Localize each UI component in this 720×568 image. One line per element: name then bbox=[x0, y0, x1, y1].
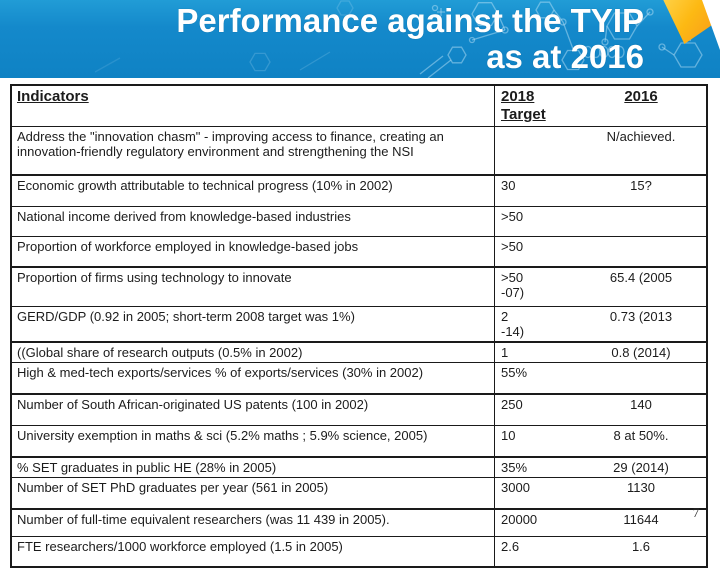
target-value: >50 bbox=[501, 209, 524, 224]
indicator-cell: National income derived from knowledge-b… bbox=[12, 207, 495, 236]
values-cell: >50 bbox=[495, 237, 706, 266]
table-row: High & med-tech exports/services % of ex… bbox=[12, 362, 706, 393]
indicator-cell: Proportion of firms using technology to … bbox=[12, 268, 495, 306]
values-cell: 2 0.73 (2013 -14) bbox=[495, 307, 706, 341]
title-banner: Performance against the TYIP as at 2016 bbox=[0, 0, 720, 78]
target-value bbox=[495, 129, 580, 144]
target-value: 1 bbox=[501, 345, 509, 360]
indicator-cell: Number of SET PhD graduates per year (56… bbox=[12, 478, 495, 508]
slide-title-line2: as at 2016 bbox=[486, 38, 644, 75]
value-2016: 1.6 bbox=[631, 539, 651, 554]
indicator-cell: High & med-tech exports/services % of ex… bbox=[12, 363, 495, 393]
target-value-line2: -07) bbox=[501, 285, 525, 300]
value-2016: 0.73 (2013 bbox=[609, 309, 673, 324]
table-row: Number of SET PhD graduates per year (56… bbox=[12, 477, 706, 508]
table-row: % SET graduates in public HE (28% in 200… bbox=[12, 456, 706, 477]
target-value: 3000 bbox=[501, 480, 530, 495]
table-row: Number of full-time equivalent researche… bbox=[12, 508, 706, 536]
table-row: Number of South African-originated US pa… bbox=[12, 393, 706, 425]
value-2016: 15? bbox=[630, 178, 652, 193]
molecule-pattern-decoration bbox=[94, 0, 703, 78]
values-cell: N/achieved. bbox=[495, 127, 706, 174]
target-value: 30 bbox=[501, 178, 516, 193]
header-values: 2018 Target 2016 bbox=[495, 86, 706, 126]
indicator-cell: Number of full-time equivalent researche… bbox=[12, 510, 495, 536]
target-value: 2 bbox=[501, 309, 509, 324]
indicator-cell: % SET graduates in public HE (28% in 200… bbox=[12, 458, 495, 477]
table-row: Economic growth attributable to technica… bbox=[12, 174, 706, 206]
value-2016: 29 (2014) bbox=[613, 460, 669, 475]
header-2016: 2016 bbox=[624, 88, 658, 105]
target-value: 10 bbox=[501, 428, 516, 443]
value-2016: 1130 bbox=[627, 480, 655, 495]
indicator-cell: Number of South African-originated US pa… bbox=[12, 395, 495, 425]
indicator-cell: GERD/GDP (0.92 in 2005; short-term 2008 … bbox=[12, 307, 495, 341]
slide-title: Performance against the TYIP as at 2016 bbox=[176, 3, 644, 75]
target-value-line2: -14) bbox=[501, 324, 525, 339]
table-row: University exemption in maths & sci (5.2… bbox=[12, 425, 706, 456]
indicator-cell: FTE researchers/1000 workforce employed … bbox=[12, 537, 495, 566]
header-indicators: Indicators bbox=[12, 86, 495, 126]
target-value: >50 bbox=[501, 239, 524, 254]
table-row: National income derived from knowledge-b… bbox=[12, 206, 706, 236]
value-2016: 65.4 (2005 bbox=[609, 270, 673, 285]
table-row: Proportion of workforce employed in know… bbox=[12, 236, 706, 266]
values-cell: 3000 1130 bbox=[495, 478, 706, 508]
indicator-cell: Economic growth attributable to technica… bbox=[12, 176, 495, 206]
values-cell: >50 65.4 (2005 -07) bbox=[495, 268, 706, 306]
value-2016 bbox=[580, 239, 702, 254]
indicators-table: Indicators 2018 Target 2016 Address the … bbox=[10, 84, 708, 568]
target-value: 2.6 bbox=[501, 539, 520, 554]
values-cell: 10 8 at 50%. bbox=[495, 426, 706, 456]
page-number: 7 bbox=[692, 505, 700, 520]
values-cell: 55% bbox=[495, 363, 706, 393]
indicator-cell: Address the "innovation chasm" - improvi… bbox=[12, 127, 495, 174]
values-cell: 250 140 bbox=[495, 395, 706, 425]
value-2016 bbox=[580, 209, 702, 224]
table-row: Proportion of firms using technology to … bbox=[12, 266, 706, 306]
values-cell: 1 0.8 (2014) bbox=[495, 343, 706, 362]
table-row: ((Global share of research outputs (0.5%… bbox=[12, 341, 706, 362]
target-value: >50 bbox=[501, 270, 524, 285]
indicator-cell: University exemption in maths & sci (5.2… bbox=[12, 426, 495, 456]
values-cell: 2.6 1.6 bbox=[495, 537, 706, 566]
table-header-row: Indicators 2018 Target 2016 bbox=[12, 86, 706, 126]
indicator-cell: ((Global share of research outputs (0.5%… bbox=[12, 343, 495, 362]
value-2016: 8 at 50%. bbox=[613, 428, 669, 443]
values-cell: 35% 29 (2014) bbox=[495, 458, 706, 477]
values-cell: 20000 11644 bbox=[495, 510, 706, 536]
target-value: 20000 bbox=[501, 512, 538, 527]
slide-title-line1: Performance against the TYIP bbox=[176, 2, 644, 39]
target-value: 250 bbox=[501, 397, 523, 412]
value-2016: 0.8 (2014) bbox=[611, 345, 671, 360]
value-2016: 11644 bbox=[623, 512, 659, 527]
value-2016: N/achieved. bbox=[606, 129, 676, 144]
target-value: 55% bbox=[501, 365, 528, 380]
table-row: Address the "innovation chasm" - improvi… bbox=[12, 126, 706, 174]
value-2016 bbox=[580, 365, 702, 380]
indicator-cell: Proportion of workforce employed in know… bbox=[12, 237, 495, 266]
table-row: FTE researchers/1000 workforce employed … bbox=[12, 536, 706, 566]
value-2016: 140 bbox=[630, 397, 652, 412]
values-cell: 30 15? bbox=[495, 176, 706, 206]
header-target: 2018 Target bbox=[501, 88, 546, 123]
target-value: 35% bbox=[501, 460, 528, 475]
values-cell: >50 bbox=[495, 207, 706, 236]
table-row: GERD/GDP (0.92 in 2005; short-term 2008 … bbox=[12, 306, 706, 341]
